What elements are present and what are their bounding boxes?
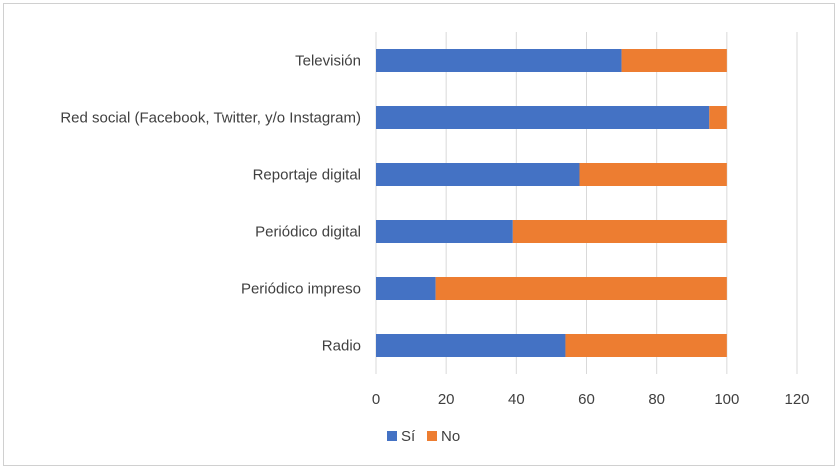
bar-si (376, 163, 580, 186)
x-tick-label: 20 (438, 391, 455, 408)
bar-si (376, 106, 710, 129)
chart-frame: 0 20 40 60 80 100 120 Televisión Red social (Fac… (3, 3, 835, 466)
x-tick-label: 120 (784, 391, 809, 408)
x-tick-label: 100 (714, 391, 739, 408)
bar-si (376, 277, 436, 300)
legend-swatch (387, 431, 397, 441)
x-tick-label: 40 (508, 391, 525, 408)
legend-swatch (427, 431, 437, 441)
bar-no (709, 106, 727, 129)
category-label: Red social (Facebook, Twitter, y/o Insta… (60, 110, 361, 127)
bar-no (579, 163, 727, 186)
category-label: Periódico impreso (241, 281, 361, 298)
category-label: Televisión (295, 53, 361, 70)
x-tick-label: 60 (578, 391, 595, 408)
bar-no (621, 49, 727, 72)
category-label: Periódico digital (255, 224, 361, 241)
stacked-bar-chart: 0 20 40 60 80 100 120 Televisión Red social (Fac… (60, 32, 810, 445)
bar-si (376, 49, 622, 72)
legend-label: Sí (401, 428, 416, 445)
bar-si (376, 220, 513, 243)
bar-no (435, 277, 727, 300)
category-label: Reportaje digital (253, 167, 361, 184)
bar-no (565, 334, 727, 357)
category-label: Radio (322, 338, 361, 355)
x-tick-label: 0 (372, 391, 380, 408)
bar-si (376, 334, 566, 357)
bar-no (512, 220, 727, 243)
legend-label: No (441, 428, 460, 445)
x-tick-label: 80 (648, 391, 665, 408)
